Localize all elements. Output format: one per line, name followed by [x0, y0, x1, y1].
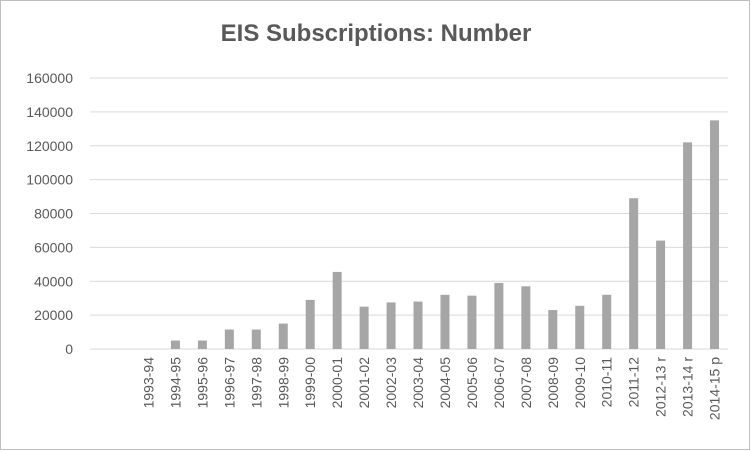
- y-tick-label: 40000: [34, 273, 73, 289]
- bar: [548, 310, 558, 349]
- x-tick-label: 2008-09: [545, 357, 561, 409]
- bar: [332, 271, 342, 349]
- x-tick-label: 1997-98: [248, 357, 264, 409]
- x-tick-label: 2014-15 p: [707, 357, 723, 420]
- x-tick-label: 2011-12: [626, 357, 642, 408]
- bar: [170, 340, 180, 349]
- gridlines: [90, 77, 728, 350]
- x-tick-label: 2006-07: [491, 357, 507, 409]
- bar: [413, 301, 423, 349]
- bar: [251, 329, 261, 349]
- x-tick-label: 1999-00: [302, 357, 318, 409]
- y-axis-ticks: 0 20000 40000 60000 80000 100000 120000 140000 1…: [26, 70, 73, 357]
- y-tick-label: 100000: [26, 172, 73, 188]
- bar: [359, 306, 369, 349]
- y-tick-label: 80000: [34, 206, 73, 222]
- bar: [521, 286, 531, 349]
- x-tick-label: 2002-03: [383, 357, 399, 409]
- x-tick-label: 1995-96: [194, 357, 210, 409]
- bar: [629, 198, 639, 349]
- bar: [575, 305, 585, 349]
- bar: [494, 282, 504, 349]
- chart-title: EIS Subscriptions: Number: [220, 20, 532, 47]
- x-tick-label: 1994-95: [167, 357, 183, 409]
- x-tick-label: 1998-99: [275, 357, 291, 409]
- x-tick-label: 2001-02: [356, 357, 372, 409]
- x-tick-label: 2004-05: [437, 357, 453, 409]
- y-tick-label: 0: [65, 341, 73, 357]
- bar: [710, 120, 720, 349]
- bar: [656, 240, 666, 349]
- y-tick-label: 140000: [26, 104, 73, 120]
- bar: [305, 299, 315, 349]
- bar: [278, 323, 288, 349]
- bar: [224, 329, 234, 349]
- x-tick-label: 2005-06: [464, 357, 480, 409]
- bar: [602, 294, 612, 349]
- bar: [467, 295, 477, 349]
- x-tick-label: 2012-13 r: [653, 357, 669, 417]
- bar: [683, 142, 693, 349]
- bar: [440, 294, 450, 349]
- bars: [170, 120, 720, 349]
- y-tick-label: 60000: [34, 239, 73, 255]
- x-tick-label: 2007-08: [518, 357, 534, 409]
- x-tick-label: 2003-04: [410, 357, 426, 409]
- y-tick-label: 160000: [26, 70, 73, 86]
- x-tick-label: 2013-14 r: [680, 357, 696, 417]
- x-tick-label: 1996-97: [221, 357, 237, 409]
- y-tick-label: 20000: [34, 307, 73, 323]
- bar: [386, 302, 396, 349]
- x-tick-label: 2010-11: [599, 357, 615, 408]
- x-axis-ticks: 1993-94 1994-95 1995-96 1996-97 1997-98 1998-…: [140, 357, 722, 420]
- x-tick-label: 2000-01: [329, 357, 345, 409]
- y-tick-label: 120000: [26, 138, 73, 154]
- bar: [197, 340, 207, 349]
- x-tick-label: 1993-94: [140, 357, 156, 409]
- x-tick-label: 2009-10: [572, 357, 588, 409]
